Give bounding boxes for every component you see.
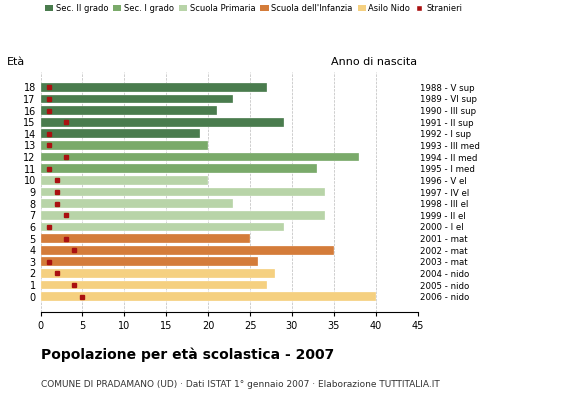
Bar bbox=[41, 246, 334, 254]
Bar bbox=[41, 130, 200, 138]
Text: Popolazione per età scolastica - 2007: Popolazione per età scolastica - 2007 bbox=[41, 348, 334, 362]
Bar bbox=[41, 269, 275, 278]
Legend: Sec. II grado, Sec. I grado, Scuola Primaria, Scuola dell'Infanzia, Asilo Nido, : Sec. II grado, Sec. I grado, Scuola Prim… bbox=[45, 4, 462, 13]
Bar bbox=[41, 258, 259, 266]
Bar bbox=[41, 164, 317, 173]
Bar bbox=[41, 118, 284, 126]
Text: Anno di nascita: Anno di nascita bbox=[332, 57, 418, 67]
Bar bbox=[41, 188, 325, 196]
Bar bbox=[41, 211, 325, 220]
Bar bbox=[41, 281, 267, 290]
Bar bbox=[41, 106, 216, 115]
Bar bbox=[41, 141, 208, 150]
Bar bbox=[41, 199, 233, 208]
Bar bbox=[41, 176, 208, 185]
Text: COMUNE DI PRADAMANO (UD) · Dati ISTAT 1° gennaio 2007 · Elaborazione TUTTITALIA.: COMUNE DI PRADAMANO (UD) · Dati ISTAT 1°… bbox=[41, 380, 440, 389]
Bar bbox=[41, 292, 376, 301]
Bar bbox=[41, 222, 284, 231]
Bar bbox=[41, 234, 250, 243]
Bar bbox=[41, 153, 359, 162]
Bar bbox=[41, 94, 233, 103]
Bar bbox=[41, 83, 267, 92]
Text: Età: Età bbox=[7, 57, 25, 67]
